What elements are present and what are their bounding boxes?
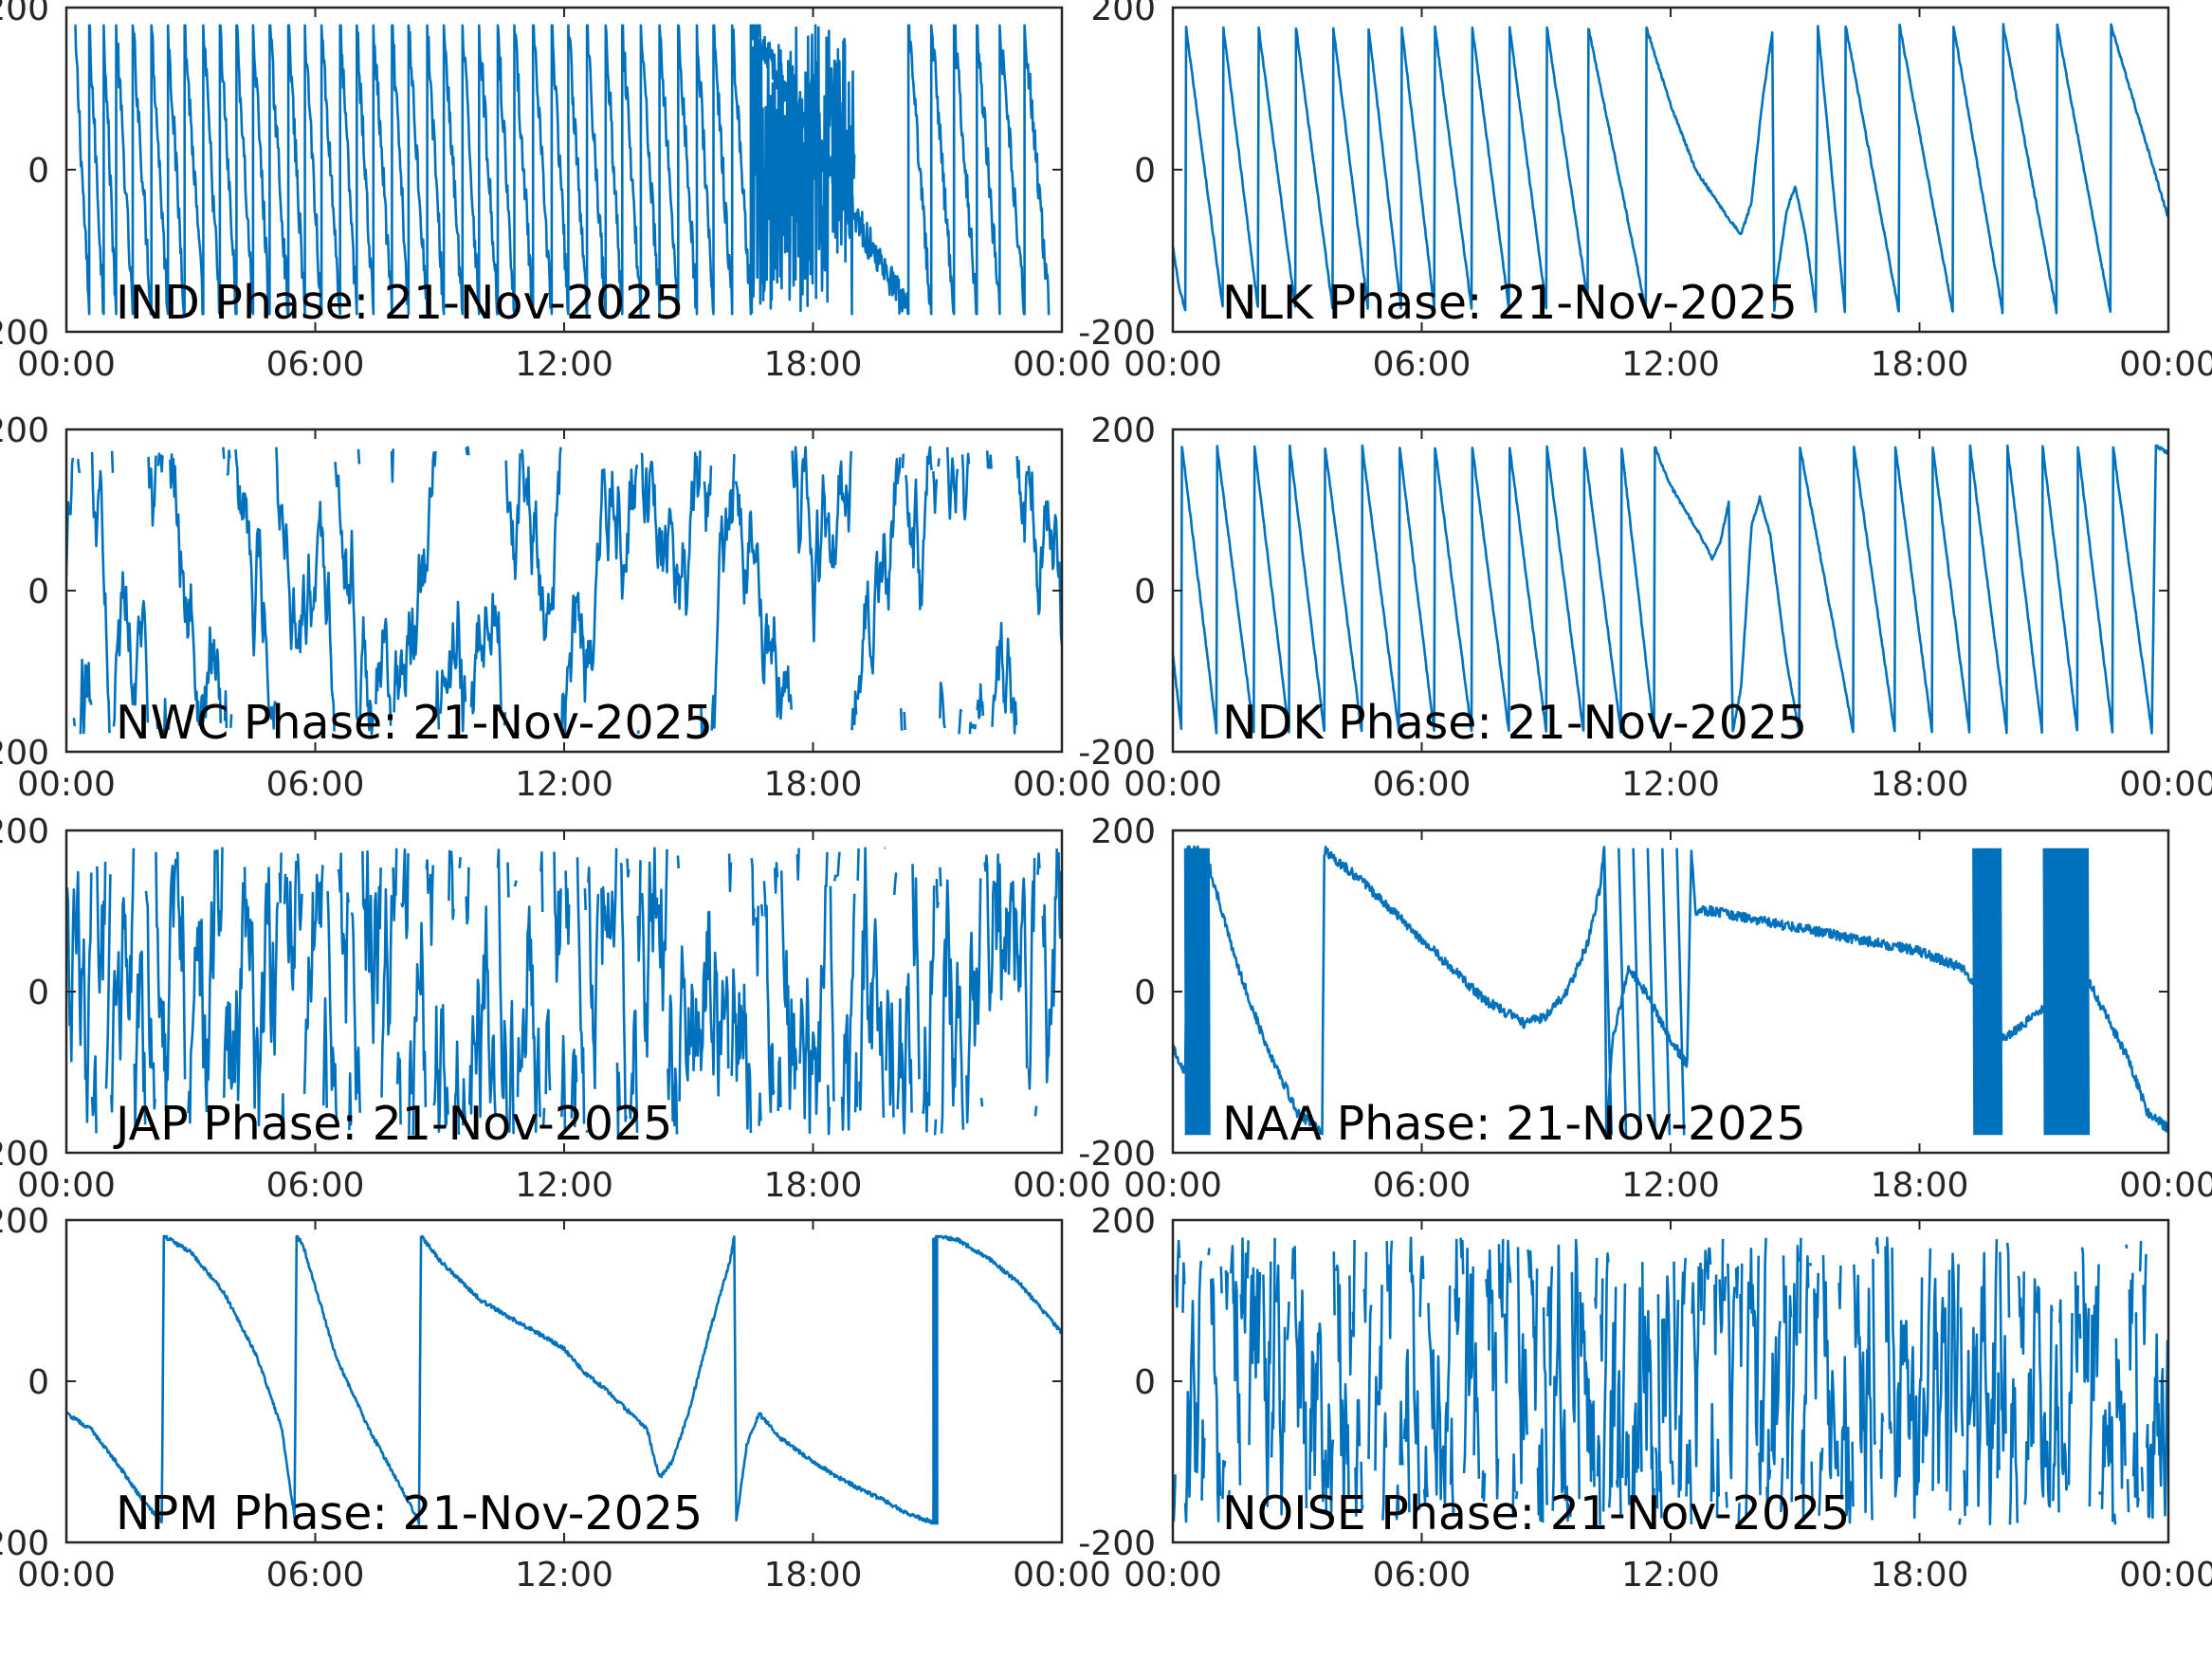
x-tick-label: 00:00 <box>2119 1556 2212 1595</box>
x-tick-label: 00:00 <box>17 1166 116 1205</box>
y-tick-label: 0 <box>27 974 49 1012</box>
x-tick-label: 00:00 <box>1013 765 1111 804</box>
y-tick-label: 200 <box>0 0 49 28</box>
x-tick-label: 18:00 <box>1871 345 1969 384</box>
x-tick-label: 00:00 <box>1124 1166 1222 1205</box>
x-tick-label: 18:00 <box>1871 765 1969 804</box>
x-tick-label: 00:00 <box>2119 345 2212 384</box>
x-tick-label: 12:00 <box>1621 765 1720 804</box>
x-tick-label: 00:00 <box>1013 1166 1111 1205</box>
y-tick-label: 0 <box>27 573 49 611</box>
x-tick-label: 00:00 <box>2119 1166 2212 1205</box>
x-tick-label: 06:00 <box>266 1166 365 1205</box>
y-tick-label: 0 <box>27 152 49 191</box>
y-tick-label: 0 <box>27 1363 49 1402</box>
panel-title: NLK Phase: 21-Nov-2025 <box>1222 276 1798 330</box>
x-tick-label: 12:00 <box>515 765 613 804</box>
panel-title: IND Phase: 21-Nov-2025 <box>116 276 685 330</box>
y-tick-label: -200 <box>0 1135 49 1174</box>
y-tick-label: 0 <box>1134 1363 1156 1402</box>
x-tick-label: 12:00 <box>1621 345 1720 384</box>
y-tick-label: 0 <box>1134 152 1156 191</box>
x-tick-label: 12:00 <box>515 1166 613 1205</box>
x-tick-label: 00:00 <box>1013 345 1111 384</box>
panel-title: NOISE Phase: 21-Nov-2025 <box>1222 1486 1850 1540</box>
y-tick-label: -200 <box>1078 734 1156 773</box>
panel-title: JAP Phase: 21-Nov-2025 <box>113 1097 672 1151</box>
phase-trace <box>66 1234 1062 1525</box>
x-tick-label: 18:00 <box>764 1166 863 1205</box>
phase-trace <box>1173 1236 2168 1525</box>
y-tick-label: 0 <box>1134 974 1156 1012</box>
x-tick-label: 18:00 <box>764 1556 863 1595</box>
y-tick-label: 0 <box>1134 573 1156 611</box>
panel-title: NPM Phase: 21-Nov-2025 <box>116 1486 703 1540</box>
x-tick-label: 12:00 <box>1621 1556 1720 1595</box>
panel-title: NAA Phase: 21-Nov-2025 <box>1222 1097 1806 1151</box>
x-tick-label: 00:00 <box>1124 1556 1222 1595</box>
y-tick-label: -200 <box>1078 1135 1156 1174</box>
x-tick-label: 00:00 <box>17 765 116 804</box>
phase-trace <box>1173 845 2168 1136</box>
x-tick-label: 00:00 <box>1124 345 1222 384</box>
x-tick-label: 18:00 <box>1871 1556 1969 1595</box>
y-tick-label: 200 <box>1090 0 1156 28</box>
phase-trace <box>66 446 1062 736</box>
phase-trace <box>74 24 1051 316</box>
phase-trace <box>66 847 1062 1136</box>
x-tick-label: 06:00 <box>1373 765 1472 804</box>
phase-trace <box>1173 444 2168 735</box>
y-tick-label: 200 <box>1090 411 1156 450</box>
y-tick-label: 200 <box>0 1202 49 1241</box>
x-tick-label: 00:00 <box>17 1556 116 1595</box>
x-tick-label: 18:00 <box>764 345 863 384</box>
x-tick-label: 18:00 <box>1871 1166 1969 1205</box>
y-tick-label: -200 <box>0 314 49 353</box>
x-tick-label: 00:00 <box>17 345 116 384</box>
y-tick-label: 200 <box>0 812 49 851</box>
x-tick-label: 00:00 <box>1124 765 1222 804</box>
x-tick-label: 06:00 <box>266 345 365 384</box>
x-tick-label: 00:00 <box>2119 765 2212 804</box>
x-tick-label: 06:00 <box>1373 1166 1472 1205</box>
x-tick-label: 06:00 <box>266 765 365 804</box>
y-tick-label: 200 <box>1090 1202 1156 1241</box>
x-tick-label: 18:00 <box>764 765 863 804</box>
y-tick-label: -200 <box>1078 1524 1156 1563</box>
y-tick-label: 200 <box>1090 812 1156 851</box>
phase-trace <box>1173 23 2168 315</box>
x-tick-label: 00:00 <box>1013 1556 1111 1595</box>
y-tick-label: -200 <box>0 1524 49 1563</box>
panel-title: NDK Phase: 21-Nov-2025 <box>1222 696 1807 750</box>
y-tick-label: -200 <box>0 734 49 773</box>
x-tick-label: 06:00 <box>1373 345 1472 384</box>
y-tick-label: 200 <box>0 411 49 450</box>
panel-title: NWC Phase: 21-Nov-2025 <box>116 696 713 750</box>
x-tick-label: 12:00 <box>515 1556 613 1595</box>
x-tick-label: 12:00 <box>1621 1166 1720 1205</box>
x-tick-label: 12:00 <box>515 345 613 384</box>
y-tick-label: -200 <box>1078 314 1156 353</box>
x-tick-label: 06:00 <box>266 1556 365 1595</box>
x-tick-label: 06:00 <box>1373 1556 1472 1595</box>
